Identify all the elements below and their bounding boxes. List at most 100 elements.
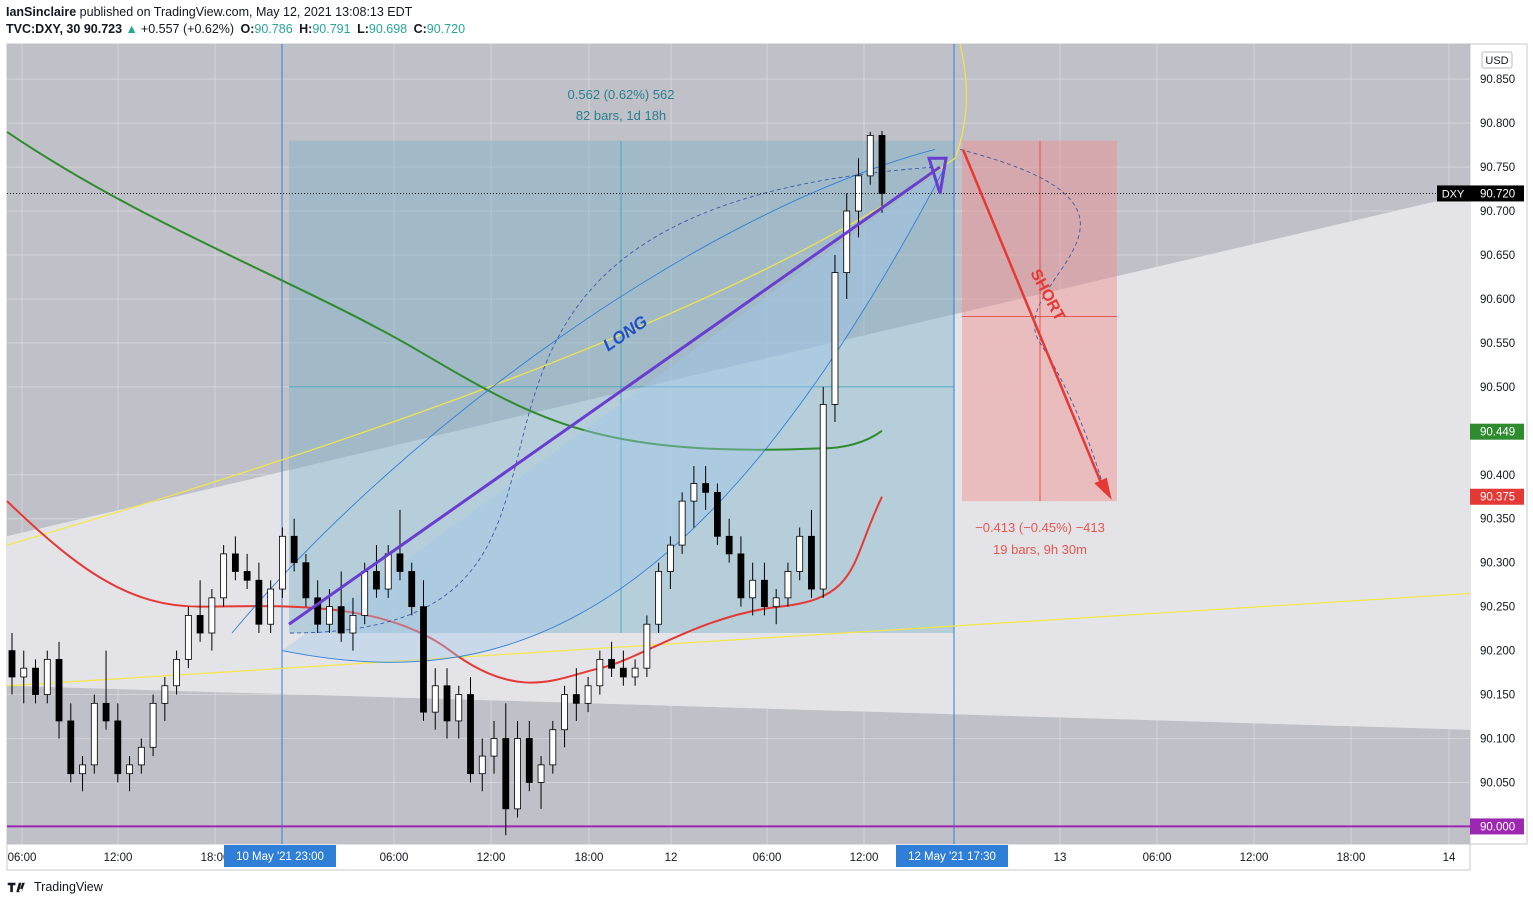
- candle-down: [396, 553, 404, 572]
- price-tag: [1470, 818, 1524, 835]
- candle-up: [772, 597, 780, 608]
- y-tick-label: 90.050: [1480, 777, 1515, 789]
- triangle-pattern: [7, 193, 1470, 730]
- candle-down: [408, 571, 416, 608]
- candle-down: [420, 606, 427, 713]
- candle-up: [79, 764, 86, 775]
- x-tick-label: 18:00: [1337, 852, 1366, 864]
- blue-arc-lower: [281, 166, 946, 663]
- candle-up: [149, 702, 157, 748]
- y-tick-label: 90.800: [1480, 118, 1515, 130]
- long-measure-bars: 82 bars, 1d 18h: [576, 108, 666, 123]
- candle-down: [878, 135, 886, 194]
- price-tag-label: 90.000: [1480, 821, 1515, 833]
- x-tick-label: 06:00: [8, 852, 37, 864]
- date-badge-label: 12 May '21 17:30: [908, 851, 996, 863]
- candle-down: [32, 667, 39, 695]
- candle-up: [749, 579, 757, 599]
- candle-up: [831, 272, 839, 405]
- low-value: 90.698: [368, 22, 408, 36]
- y-tick-label: 90.200: [1480, 646, 1515, 658]
- candle-down: [102, 702, 110, 722]
- candle-up: [796, 535, 804, 572]
- x-tick-label: 13: [1054, 852, 1067, 864]
- chart-header: IanSinclaire published on TradingView.co…: [6, 4, 468, 38]
- date-badge: [224, 845, 336, 867]
- x-tick-label: 18:00: [201, 852, 230, 864]
- candle-up: [584, 685, 592, 704]
- close-label: C:: [413, 22, 427, 36]
- symbol-name[interactable]: TVC:DXY, 30: [6, 22, 81, 36]
- price-tag-label: 90.375: [1480, 492, 1515, 504]
- candle-up: [678, 500, 686, 546]
- candle-up: [431, 685, 439, 713]
- candle-up: [490, 738, 498, 757]
- price-tag: [1470, 488, 1524, 505]
- x-tick-label: 12:00: [850, 852, 879, 864]
- candle-down: [231, 553, 239, 572]
- publish-line: IanSinclaire published on TradingView.co…: [6, 4, 468, 21]
- short-measure-bars: 19 bars, 9h 30m: [993, 542, 1087, 557]
- candle-up: [561, 694, 568, 731]
- candle-up: [866, 135, 874, 177]
- short-measure-price: −0.413 (−0.45%) −413: [975, 520, 1105, 535]
- yellow-trendline: [6, 592, 1471, 687]
- y-tick-label: 90.250: [1480, 602, 1515, 614]
- candle-down: [290, 535, 298, 564]
- candle-down: [525, 738, 533, 783]
- y-tick-label: 90.500: [1480, 382, 1515, 394]
- candle-down: [337, 606, 345, 634]
- y-tick-label: 90.100: [1480, 734, 1515, 746]
- candle-down: [302, 562, 310, 599]
- y-tick-label: 90.400: [1480, 470, 1515, 482]
- candle-down: [737, 553, 745, 599]
- candle-down: [443, 685, 451, 722]
- candle-up: [855, 175, 862, 212]
- symbol-tag: [1437, 185, 1470, 202]
- candle-up: [208, 597, 216, 634]
- candle-up: [326, 606, 333, 625]
- candle-down: [572, 694, 580, 704]
- price-tag: [1470, 185, 1524, 202]
- candle-up: [455, 694, 463, 722]
- candle-up: [784, 571, 792, 599]
- candle-down: [808, 535, 815, 590]
- y-tick-label: 90.700: [1480, 206, 1515, 218]
- short-arrow-line: [961, 149, 1107, 493]
- candle-down: [55, 658, 63, 722]
- symbol-line: TVC:DXY, 30 90.723 ▲ +0.557 (+0.62%) O:90…: [6, 21, 468, 38]
- candle-up: [361, 571, 369, 616]
- author-name[interactable]: IanSinclaire: [6, 5, 77, 19]
- currency-badge: [1481, 51, 1513, 69]
- close-value: 90.720: [426, 22, 466, 36]
- candle-down: [243, 571, 251, 581]
- candle-down: [196, 615, 204, 634]
- x-tick-label: 12:00: [104, 852, 133, 864]
- date-badge: [896, 845, 1008, 867]
- date-badge-label: 10 May '21 23:00: [236, 851, 324, 863]
- symbol-tag-label: DXY: [1442, 188, 1465, 200]
- long-arrow-line: [288, 165, 941, 626]
- candle-up: [478, 755, 486, 775]
- candle-up: [126, 764, 133, 775]
- open-label: O:: [240, 22, 255, 36]
- candle-up: [90, 702, 98, 766]
- candle-up: [173, 658, 180, 687]
- tradingview-brand[interactable]: TradingView: [34, 880, 103, 894]
- candle-up: [549, 729, 557, 766]
- candle-up: [20, 667, 28, 678]
- open-value: 90.786: [254, 22, 293, 36]
- x-tick-label: 12: [665, 852, 678, 864]
- y-tick-label: 90.750: [1480, 162, 1515, 174]
- candle-up: [631, 667, 639, 678]
- short-arrow-head: [1094, 477, 1112, 500]
- candle-down: [8, 650, 16, 678]
- x-tick-label: 06:00: [1143, 852, 1172, 864]
- candle-up: [514, 738, 521, 810]
- x-tick-label: 12:00: [1240, 852, 1269, 864]
- price-axis[interactable]: [1469, 43, 1528, 845]
- candle-down: [114, 720, 122, 775]
- candle-up: [384, 553, 392, 590]
- x-tick-label: 06:00: [753, 852, 782, 864]
